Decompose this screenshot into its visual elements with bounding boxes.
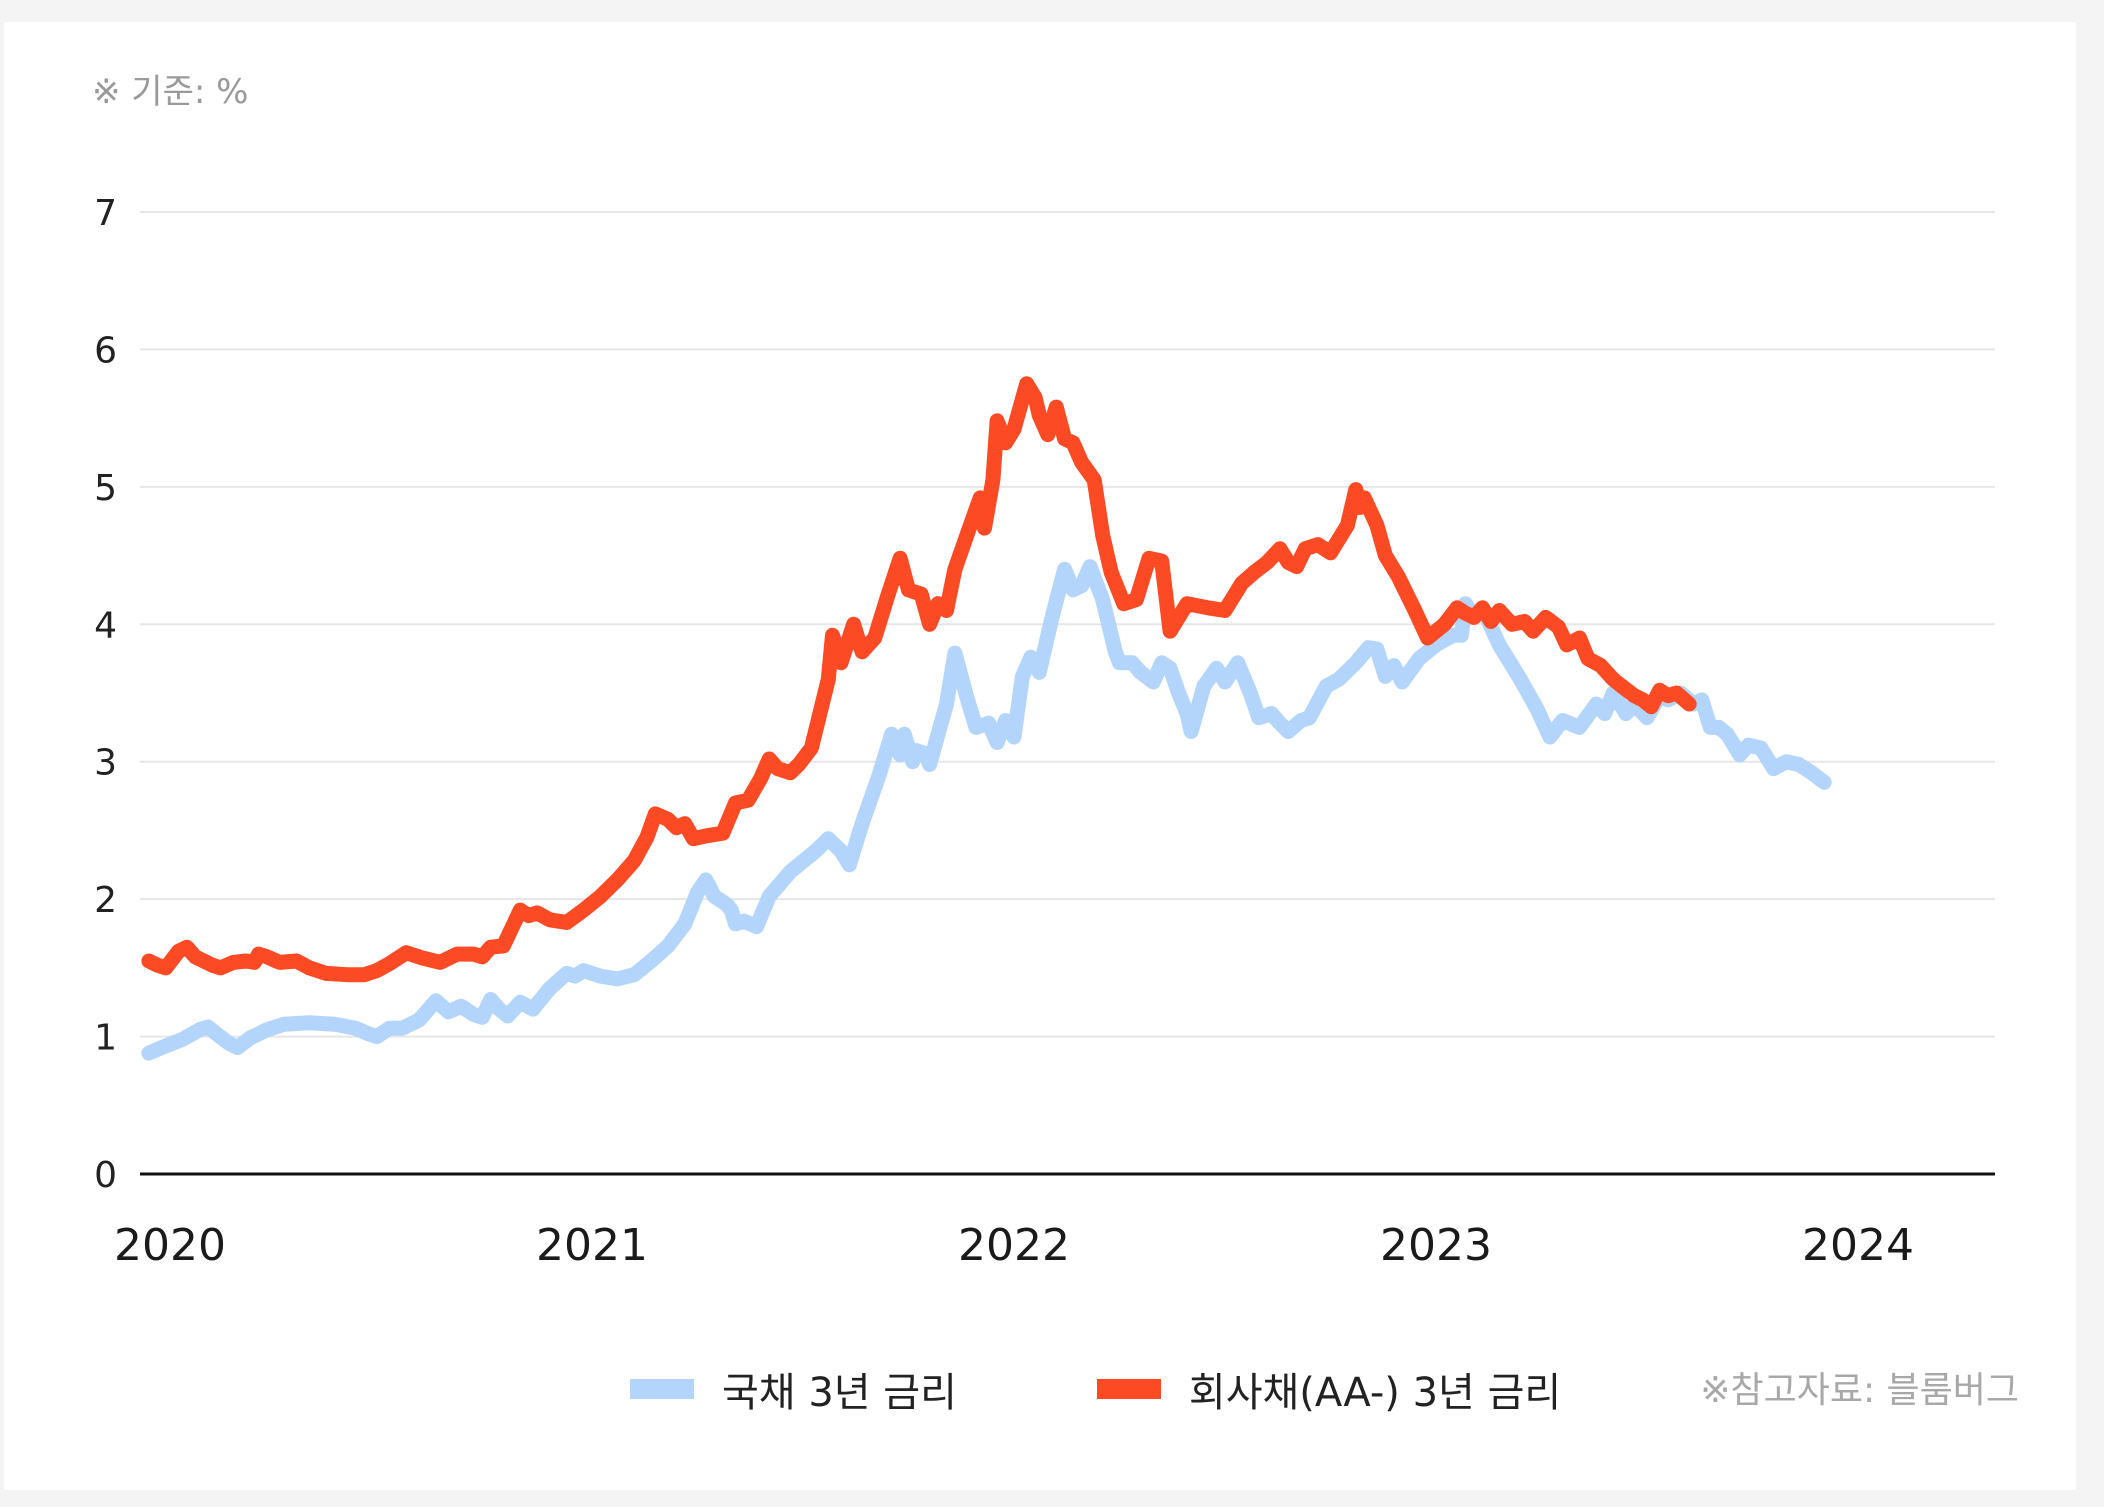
legend: 국채 3년 금리 회사채(AA-) 3년 금리 <box>0 1360 1800 1418</box>
y-tick-label: 3 <box>94 743 117 784</box>
y-axis-ticks: 0 1 2 3 4 5 6 7 <box>94 193 117 1196</box>
legend-swatch-gov <box>630 1379 694 1399</box>
x-tick-label: 2024 <box>1802 1220 1914 1271</box>
legend-item-gov: 국채 3년 금리 <box>630 1360 957 1418</box>
chart-card <box>4 22 2076 1490</box>
legend-label-gov: 국채 3년 금리 <box>722 1370 957 1416</box>
legend-swatch-corp <box>1096 1379 1161 1399</box>
series-layer <box>141 376 1832 1061</box>
y-tick-label: 1 <box>94 1018 117 1059</box>
series-line-gov-3y <box>141 559 1832 1061</box>
y-tick-label: 6 <box>94 330 117 371</box>
y-tick-label: 4 <box>94 605 117 646</box>
legend-item-corp: 회사채(AA-) 3년 금리 <box>1096 1360 1562 1418</box>
y-tick-label: 2 <box>94 880 117 921</box>
y-tick-label: 7 <box>94 193 117 234</box>
source-note: ※참고자료: 블룸버그 <box>1700 1370 2019 1411</box>
unit-note: ※ 기준: % <box>92 72 249 112</box>
x-tick-label: 2023 <box>1380 1220 1492 1271</box>
grid-layer <box>140 211 1995 1176</box>
x-axis-ticks: 2020 2021 2022 2023 2024 <box>114 1220 1914 1271</box>
y-tick-label: 5 <box>94 468 117 509</box>
x-tick-label: 2022 <box>958 1220 1070 1271</box>
y-tick-label: 0 <box>94 1155 117 1196</box>
series-line-corp-aa-3y <box>141 376 1697 983</box>
x-tick-label: 2021 <box>536 1220 648 1271</box>
x-tick-label: 2020 <box>114 1220 226 1271</box>
legend-label-corp: 회사채(AA-) 3년 금리 <box>1188 1370 1562 1416</box>
